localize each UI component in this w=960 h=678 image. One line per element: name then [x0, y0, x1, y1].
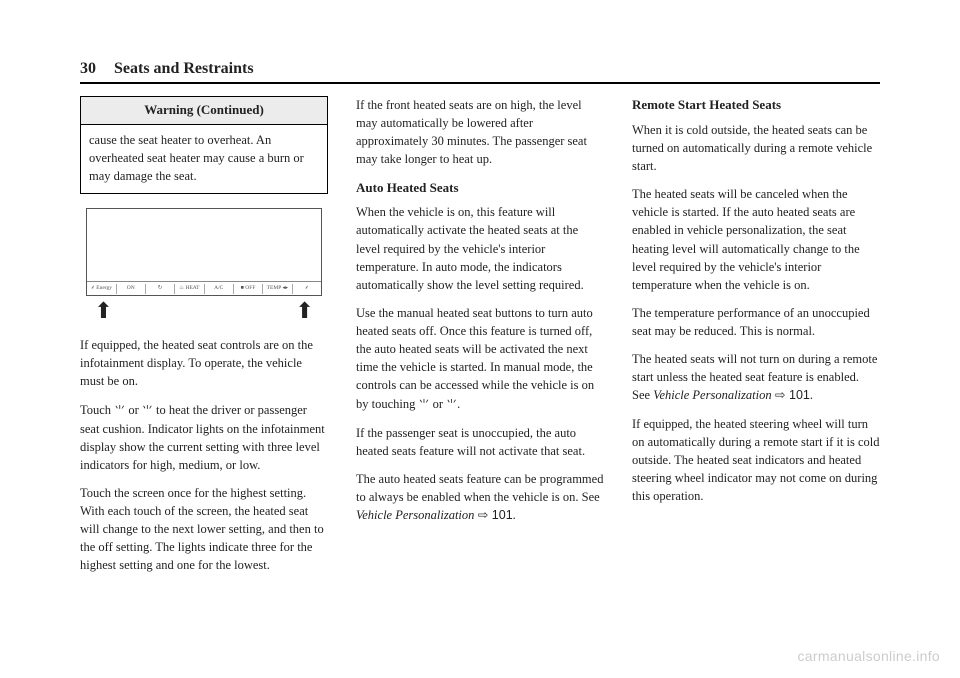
body-paragraph: The auto heated seats feature can be pro… [356, 470, 604, 524]
cross-reference-link: Vehicle Personalization [356, 508, 474, 522]
body-paragraph: If equipped, the heated steering wheel w… [632, 415, 880, 506]
body-paragraph: When it is cold outside, the heated seat… [632, 121, 880, 175]
heated-seat-icon: ⺌ [419, 398, 430, 414]
bar-seg: ON [117, 284, 146, 294]
text-run: The auto heated seats feature can be pro… [356, 472, 603, 504]
infotainment-bar: ⸙ Energy ON ↻ ♨ HEAT A/C ■ OFF TEMP ◂▸ ⸙ [87, 281, 321, 295]
bar-seg: ■ OFF [234, 284, 263, 294]
section-title: Seats and Restraints [114, 60, 254, 78]
body-paragraph: The temperature performance of an unoccu… [632, 304, 880, 340]
heated-seat-icon: ⺌ [446, 398, 457, 414]
text-run: Touch [80, 403, 114, 417]
page-number: 30 [80, 60, 96, 78]
body-paragraph: Touch ⺌ or ⺌ to heat the driver or passe… [80, 401, 328, 474]
manual-page: 30 Seats and Restraints Warning (Continu… [0, 0, 960, 678]
column-2: If the front heated seats are on high, t… [356, 96, 604, 585]
bar-seg: ⸙ Energy [87, 284, 116, 294]
body-paragraph: If equipped, the heated seat controls ar… [80, 336, 328, 390]
up-arrow-icon: ⬆ [94, 300, 112, 322]
watermark: carmanualsonline.info [798, 648, 941, 664]
infotainment-screen: ⸙ Energy ON ↻ ♨ HEAT A/C ■ OFF TEMP ◂▸ ⸙ [86, 208, 322, 296]
bar-seg: ♨ HEAT [175, 284, 204, 294]
body-paragraph: Use the manual heated seat buttons to tu… [356, 304, 604, 414]
text-run: or [125, 403, 142, 417]
bar-seg: A/C [205, 284, 234, 294]
cross-reference-link: Vehicle Personalization [653, 388, 771, 402]
text-run: or [430, 397, 447, 411]
warning-heading: Warning (Continued) [81, 97, 327, 125]
page-header: 30 Seats and Restraints [80, 60, 880, 84]
cross-reference-page: ⇨ 101 [474, 508, 512, 522]
body-paragraph: If the front heated seats are on high, t… [356, 96, 604, 169]
cross-reference-page: ⇨ 101 [772, 388, 810, 402]
up-arrow-icon: ⬆ [295, 300, 313, 322]
warning-box: Warning (Continued) cause the seat heate… [80, 96, 328, 194]
body-paragraph: The heated seats will not turn on during… [632, 350, 880, 404]
arrow-row: ⬆ ⬆ [86, 300, 322, 322]
subheading: Auto Heated Seats [356, 179, 604, 198]
body-paragraph: If the passenger seat is unoccupied, the… [356, 424, 604, 460]
text-run: Use the manual heated seat buttons to tu… [356, 306, 594, 411]
column-3: Remote Start Heated Seats When it is col… [632, 96, 880, 585]
text-run: . [810, 388, 813, 402]
text-run: . [457, 397, 460, 411]
heated-seat-icon: ⺌ [142, 404, 153, 420]
bar-seg: ↻ [146, 284, 175, 294]
text-run: . [513, 508, 516, 522]
column-1: Warning (Continued) cause the seat heate… [80, 96, 328, 585]
body-paragraph: The heated seats will be canceled when t… [632, 185, 880, 294]
infotainment-figure: ⸙ Energy ON ↻ ♨ HEAT A/C ■ OFF TEMP ◂▸ ⸙… [80, 208, 328, 322]
subheading: Remote Start Heated Seats [632, 96, 880, 115]
bar-seg: TEMP ◂▸ [263, 284, 292, 294]
bar-seg: ⸙ [293, 284, 321, 294]
body-paragraph: When the vehicle is on, this feature wil… [356, 203, 604, 294]
body-paragraph: Touch the screen once for the highest se… [80, 484, 328, 575]
warning-body: cause the seat heater to overheat. An ov… [81, 125, 327, 193]
heated-seat-icon: ⺌ [114, 404, 125, 420]
content-columns: Warning (Continued) cause the seat heate… [80, 96, 880, 585]
